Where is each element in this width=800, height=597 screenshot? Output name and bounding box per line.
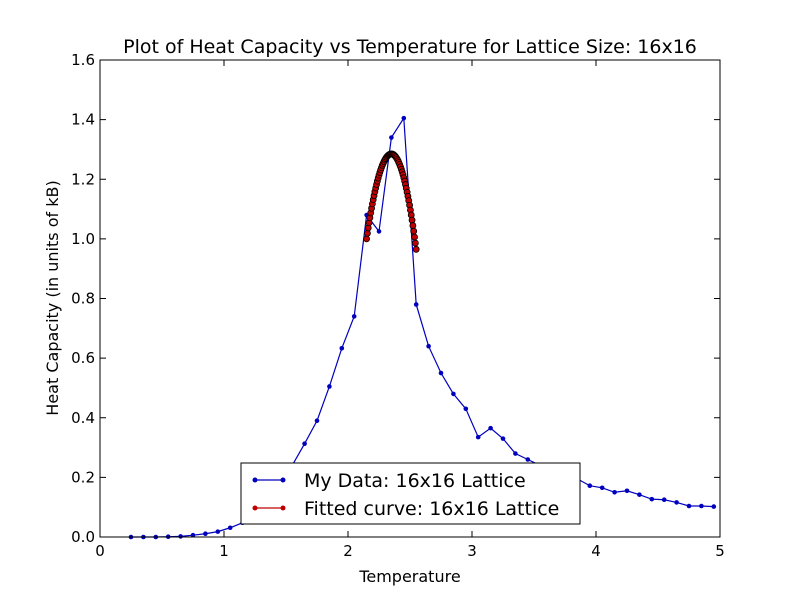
data-point [302, 441, 307, 446]
legend-label-data: My Data: 16x16 Lattice [304, 470, 526, 492]
data-point [587, 483, 593, 489]
data-point [215, 529, 221, 534]
x-tick-label: 4 [591, 542, 601, 560]
y-tick-label: 1.2 [71, 170, 95, 188]
y-axis-title: Heat Capacity (in units of kB) [43, 180, 62, 415]
data-point [463, 406, 469, 412]
legend-marker-data-1 [252, 477, 258, 483]
x-tick-label: 0 [95, 542, 105, 560]
data-point [451, 391, 456, 397]
x-tick-label: 5 [715, 542, 725, 560]
data-point [649, 496, 655, 502]
data-point [612, 489, 617, 495]
fit-point [411, 239, 419, 247]
data-point [711, 504, 717, 509]
data-point [426, 343, 431, 349]
data-point [624, 488, 630, 494]
data-point [488, 425, 493, 431]
data-point [699, 503, 704, 509]
data-point [500, 436, 506, 441]
x-tick-label: 1 [219, 542, 229, 560]
legend-label-fit: Fitted curve: 16x16 Lattice [304, 498, 559, 520]
fit-point [409, 222, 417, 229]
axis-ticks: 0 1 2 3 4 5 0.0 0.2 0.4 0.6 0.8 1.0 1.2 1.4 1.6 [71, 51, 725, 560]
y-tick-label: 1.0 [71, 230, 95, 248]
data-point [599, 485, 605, 491]
data-point [513, 451, 518, 456]
y-tick-label: 0.4 [71, 409, 95, 427]
chart-title: Plot of Heat Capacity vs Temperature for… [123, 36, 697, 58]
x-axis-title: Temperature [358, 567, 460, 586]
data-point [525, 457, 531, 462]
fit-point [410, 227, 418, 235]
legend: My Data: 16x16 Lattice Fitted curve: 16x… [240, 462, 581, 525]
fit-point [363, 235, 371, 243]
y-tick-label: 0.6 [71, 349, 95, 367]
y-tick-label: 1.6 [71, 51, 95, 69]
x-tick-label: 2 [343, 542, 353, 560]
data-point [401, 115, 407, 121]
y-tick-label: 0.8 [71, 290, 95, 308]
data-point [376, 229, 382, 234]
data-point [178, 534, 183, 539]
data-point [339, 345, 345, 351]
legend-marker-data-2 [280, 477, 286, 483]
data-point [674, 500, 679, 505]
data-point [686, 503, 692, 509]
data-point [637, 492, 642, 497]
data-point [327, 384, 332, 389]
y-tick-label: 0.0 [71, 528, 95, 546]
data-point [438, 370, 444, 376]
legend-box [240, 462, 581, 525]
y-tick-label: 0.2 [71, 468, 95, 486]
data-point [227, 525, 233, 531]
fit-point [408, 216, 416, 224]
data-point [661, 497, 667, 503]
legend-marker-fit-2 [280, 505, 286, 511]
data-point [203, 531, 208, 537]
fit-point [412, 245, 420, 253]
fit-point [411, 233, 418, 241]
y-tick-label: 1.4 [71, 111, 95, 129]
data-point [389, 135, 394, 140]
data-point [351, 314, 357, 319]
data-point [314, 418, 320, 424]
data-point [475, 434, 481, 440]
data-point [190, 532, 196, 538]
x-tick-label: 3 [467, 542, 477, 560]
legend-marker-fit-1 [252, 505, 258, 511]
data-point [413, 302, 419, 307]
